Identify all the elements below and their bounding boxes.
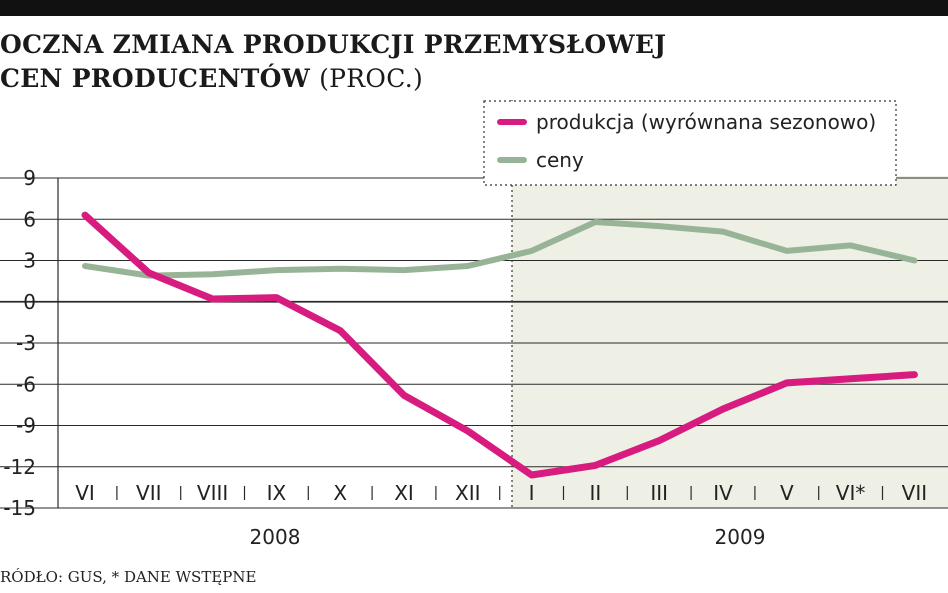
chart-title-text: CEN PRODUCENTÓW xyxy=(0,64,311,93)
x-tick-label: V xyxy=(780,481,794,505)
y-axis-labels: 9 6 3 0 -3 -6 -9 -12 -15 xyxy=(3,166,36,520)
chart-unit: (PROC.) xyxy=(319,64,424,93)
x-tick-label: IV xyxy=(713,481,733,505)
chart-title-line-1: OCZNA ZMIANA PRODUKCJI PRZEMYSŁOWEJ xyxy=(0,30,667,59)
x-axis-labels: VI VII VIII IX X XI XII I II III IV V VI* VII xyxy=(75,481,927,505)
y-tick-label: 6 xyxy=(23,207,36,231)
top-bar xyxy=(0,0,948,16)
y-tick-label: -15 xyxy=(3,496,36,520)
y-tick-label: -9 xyxy=(16,414,36,438)
x-tick-label: X xyxy=(333,481,347,505)
y-tick-label: -3 xyxy=(16,331,36,355)
year-label: 2009 xyxy=(715,525,766,549)
y-tick-label: -12 xyxy=(3,455,36,479)
year-labels: 2008 2009 xyxy=(250,525,766,549)
x-tick-label: I xyxy=(529,481,535,505)
y-tick-label: 0 xyxy=(23,290,36,314)
x-tick-label: XI xyxy=(394,481,414,505)
x-tick-label: VII xyxy=(902,481,927,505)
year-2009-background xyxy=(512,176,948,508)
legend-box xyxy=(483,100,897,186)
x-tick-label: VI xyxy=(75,481,95,505)
source-note: RÓDŁO: GUS, * DANE WSTĘPNE xyxy=(0,568,257,586)
x-tick-label: XII xyxy=(455,481,481,505)
series-line-ceny xyxy=(82,219,918,279)
legend-label-ceny: ceny xyxy=(536,148,584,172)
year-label: 2008 xyxy=(250,525,301,549)
y-tick-label: -6 xyxy=(16,372,36,396)
x-tick-label: VII xyxy=(136,481,161,505)
legend-label-produkcja: produkcja (wyrównana sezonowo) xyxy=(536,110,876,134)
x-tick-label: III xyxy=(650,481,668,505)
x-tick-label: VI* xyxy=(836,481,866,505)
series-line-produkcja xyxy=(81,211,918,479)
series-lines xyxy=(81,211,918,479)
legend: produkcja (wyrównana sezonowo) ceny xyxy=(483,100,897,186)
chart-title-line-2: CEN PRODUCENTÓW (PROC.) xyxy=(0,64,423,93)
x-tick-label: VIII xyxy=(197,481,228,505)
x-tick-label: IX xyxy=(267,481,287,505)
y-tick-label: 9 xyxy=(23,166,36,190)
y-tick-label: 3 xyxy=(23,249,36,273)
gridlines xyxy=(0,177,948,509)
x-tick-label: II xyxy=(590,481,602,505)
